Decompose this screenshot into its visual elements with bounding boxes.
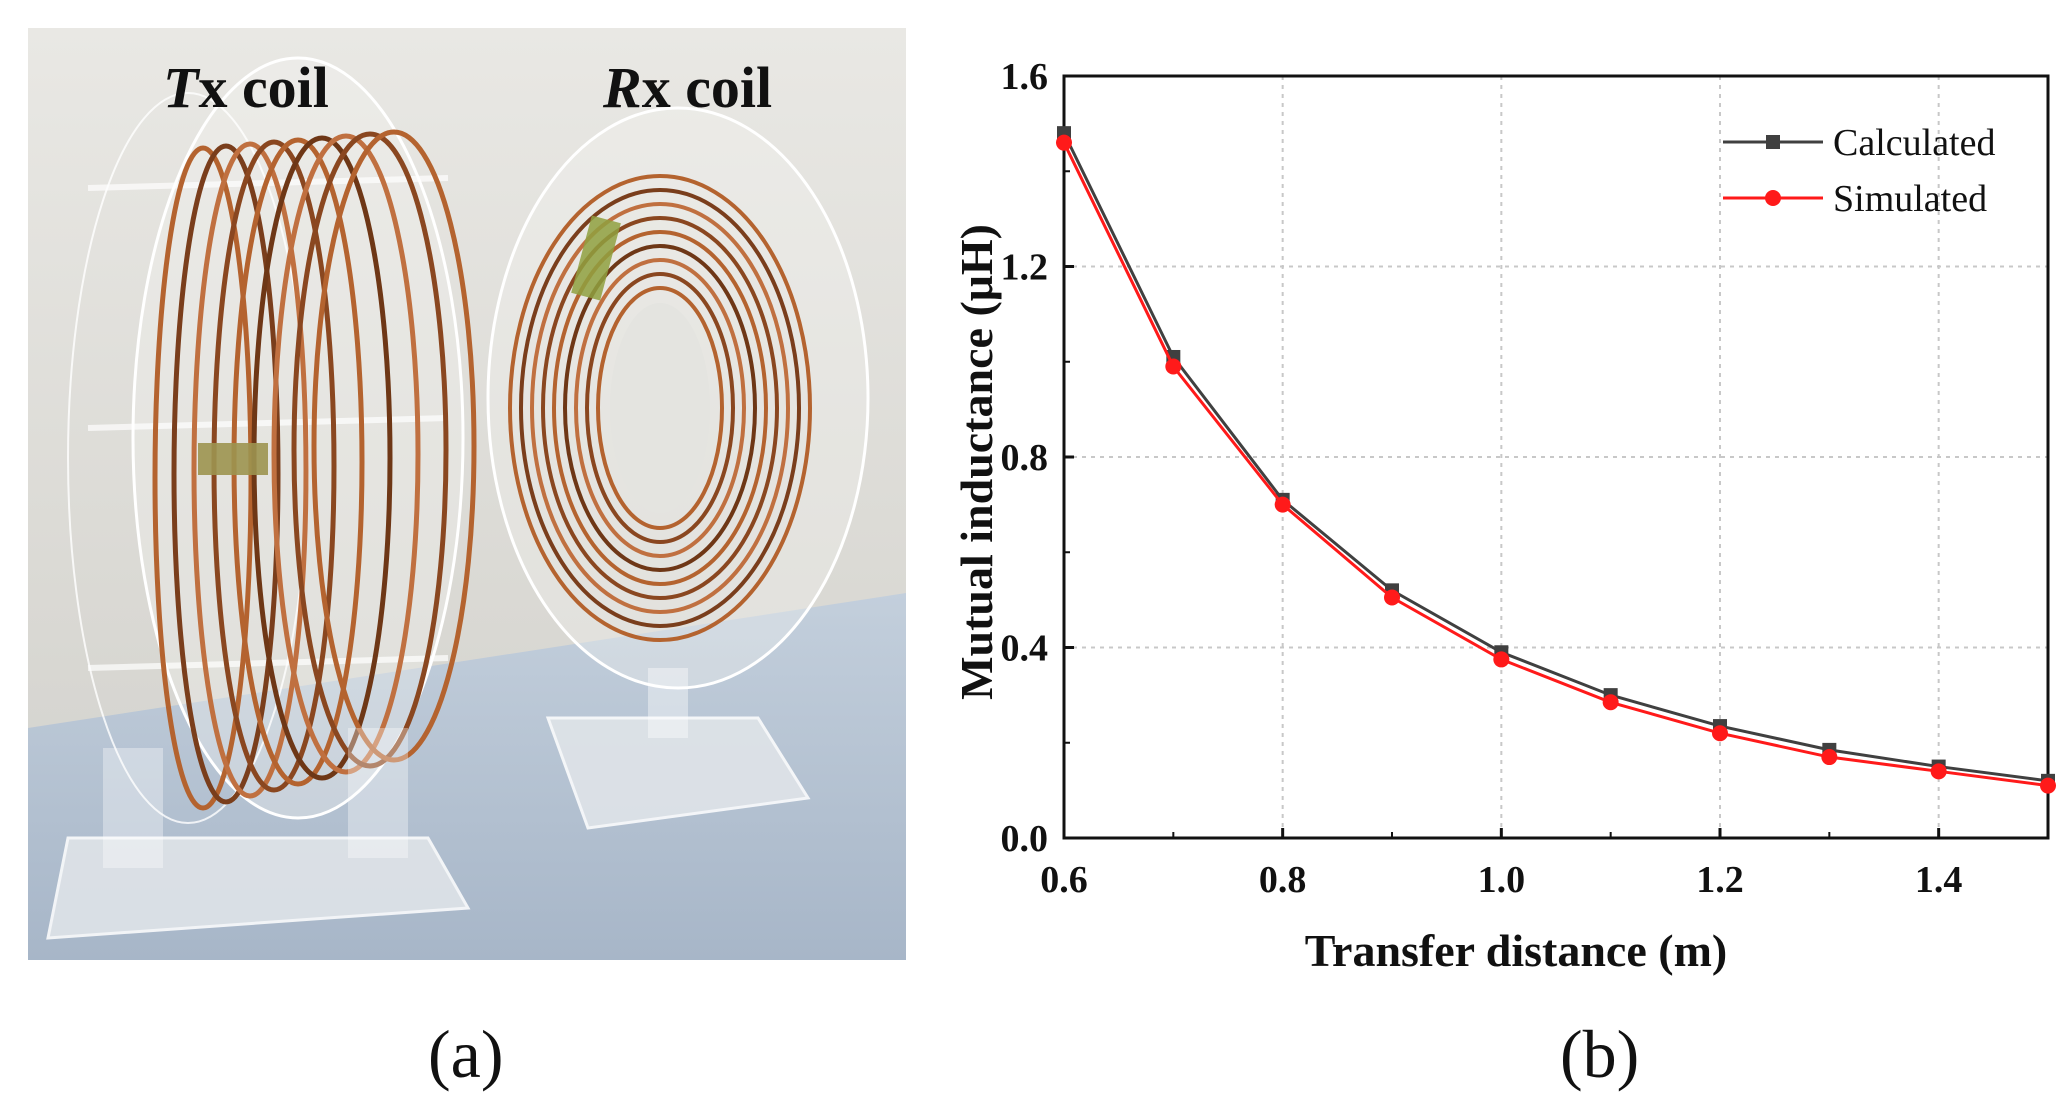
simulated-line [1062, 142, 2049, 788]
x-tick-label: 0.8 [1259, 859, 1307, 901]
simulated-point [2040, 777, 2056, 794]
axis-ticks: 0.6 0.8 1.0 1.2 1.4 0.0 0.4 0.8 1.2 1.6 [1001, 56, 1963, 901]
y-tick-label: 0.8 [1001, 437, 1049, 479]
y-axis-title: Mutual inductance (μH) [951, 224, 1002, 700]
panel-b-caption: (b) [1560, 1016, 1640, 1092]
simulated-point [1493, 651, 1510, 668]
simulated-point [1274, 496, 1291, 513]
simulated-legend-marker [1765, 190, 1781, 206]
tx-coil [46, 56, 477, 940]
simulated-point [1930, 763, 1947, 780]
legend: Calculated Simulated [1723, 122, 1995, 220]
x-tick-label: 1.4 [1915, 859, 1963, 901]
tx-coil-label: Tx coil [163, 55, 329, 120]
simulated-point [1712, 725, 1728, 742]
simulated-point [1165, 358, 1182, 375]
y-tick-label: 0.4 [1001, 628, 1049, 670]
simulated-point [1056, 134, 1072, 151]
simulated-point [1602, 694, 1619, 711]
rx-coil [486, 106, 870, 830]
simulated-point [1821, 749, 1838, 766]
x-tick-label: 0.6 [1040, 859, 1088, 901]
coil-photo: Tx coil Rx coil [28, 28, 906, 960]
x-tick-label: 1.2 [1696, 859, 1744, 901]
x-tick-label: 1.0 [1478, 859, 1526, 901]
mutual-inductance-chart: 0.6 0.8 1.0 1.2 1.4 0.0 0.4 0.8 1.2 1.6 Calculate… [951, 56, 2056, 976]
calculated-legend-label: Calculated [1833, 122, 1995, 164]
simulated-legend-label: Simulated [1833, 178, 1987, 220]
y-tick-label: 0.0 [1001, 818, 1049, 860]
y-tick-label: 1.2 [1001, 247, 1049, 289]
panel-a-caption: (a) [428, 1016, 504, 1092]
y-tick-label: 1.6 [1001, 56, 1049, 98]
x-axis-title: Transfer distance (m) [1305, 925, 1727, 976]
rx-coil-label: Rx coil [603, 55, 773, 120]
grid [1064, 76, 2048, 838]
simulated-point [1384, 589, 1400, 606]
series [1056, 126, 2056, 794]
coil-photo-illustration [28, 28, 906, 960]
calculated-line [1062, 132, 2049, 783]
calculated-legend-marker [1766, 135, 1780, 149]
